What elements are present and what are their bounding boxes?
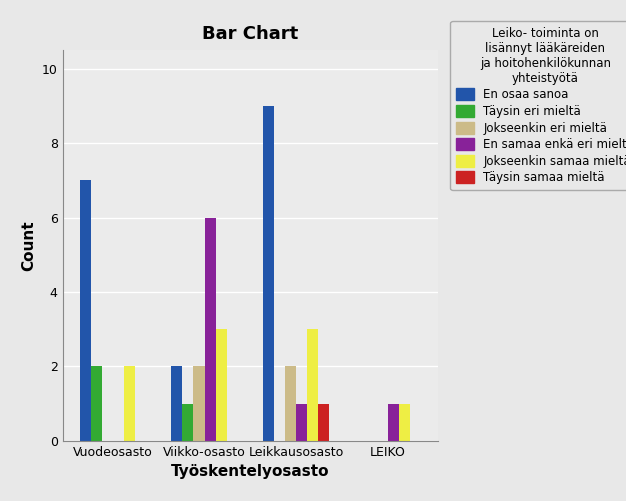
Bar [172, 366, 182, 441]
Bar [388, 404, 399, 441]
Bar [285, 366, 296, 441]
Bar [193, 366, 205, 441]
Bar [205, 217, 215, 441]
Bar [124, 366, 135, 441]
Bar [399, 404, 410, 441]
Bar [215, 329, 227, 441]
Bar [307, 329, 319, 441]
X-axis label: Työskentelyosasto: Työskentelyosasto [171, 464, 330, 479]
Bar [296, 404, 307, 441]
Legend: En osaa sanoa, Täysin eri mieltä, Jokseenkin eri mieltä, En samaa enkä eri mielt: En osaa sanoa, Täysin eri mieltä, Joksee… [450, 21, 626, 190]
Title: Bar Chart: Bar Chart [202, 25, 299, 43]
Bar [264, 106, 274, 441]
Bar [80, 180, 91, 441]
Bar [182, 404, 193, 441]
Bar [91, 366, 101, 441]
Y-axis label: Count: Count [21, 220, 36, 271]
Bar [319, 404, 329, 441]
